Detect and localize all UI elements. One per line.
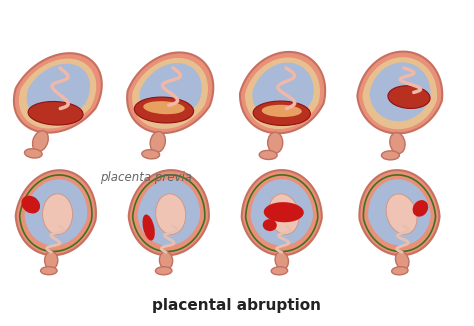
Polygon shape bbox=[14, 53, 102, 133]
Ellipse shape bbox=[33, 131, 48, 152]
Ellipse shape bbox=[388, 86, 430, 109]
Ellipse shape bbox=[143, 215, 155, 241]
Polygon shape bbox=[363, 57, 437, 129]
Ellipse shape bbox=[28, 101, 83, 125]
Polygon shape bbox=[127, 52, 213, 133]
Ellipse shape bbox=[142, 150, 160, 159]
Text: placental abruption: placental abruption bbox=[153, 298, 321, 313]
Polygon shape bbox=[252, 63, 314, 121]
Ellipse shape bbox=[159, 252, 173, 269]
Ellipse shape bbox=[259, 150, 277, 159]
Ellipse shape bbox=[390, 133, 405, 154]
Ellipse shape bbox=[21, 196, 40, 214]
Polygon shape bbox=[25, 179, 87, 245]
Polygon shape bbox=[137, 179, 200, 245]
Ellipse shape bbox=[382, 151, 400, 160]
Polygon shape bbox=[140, 63, 201, 121]
Polygon shape bbox=[19, 59, 96, 128]
Ellipse shape bbox=[262, 105, 302, 117]
Ellipse shape bbox=[253, 101, 310, 126]
Polygon shape bbox=[245, 57, 320, 129]
Ellipse shape bbox=[386, 194, 417, 234]
Ellipse shape bbox=[268, 132, 283, 153]
Ellipse shape bbox=[134, 97, 193, 123]
Ellipse shape bbox=[45, 251, 58, 269]
Polygon shape bbox=[357, 52, 442, 133]
Ellipse shape bbox=[41, 267, 57, 275]
Text: placenta previa: placenta previa bbox=[100, 171, 192, 184]
Polygon shape bbox=[240, 52, 325, 133]
Ellipse shape bbox=[263, 219, 277, 231]
Ellipse shape bbox=[143, 101, 185, 114]
Ellipse shape bbox=[25, 149, 42, 158]
Polygon shape bbox=[370, 62, 430, 121]
Polygon shape bbox=[251, 179, 313, 245]
Polygon shape bbox=[129, 170, 209, 255]
Ellipse shape bbox=[271, 267, 288, 275]
Ellipse shape bbox=[43, 194, 73, 234]
Polygon shape bbox=[368, 179, 431, 245]
Ellipse shape bbox=[412, 200, 428, 217]
Polygon shape bbox=[359, 170, 439, 255]
Ellipse shape bbox=[264, 202, 304, 222]
Ellipse shape bbox=[155, 194, 186, 234]
Ellipse shape bbox=[275, 252, 289, 269]
Ellipse shape bbox=[155, 267, 172, 275]
Polygon shape bbox=[27, 64, 90, 121]
Ellipse shape bbox=[150, 131, 165, 153]
Ellipse shape bbox=[392, 267, 408, 275]
Polygon shape bbox=[242, 170, 322, 255]
Polygon shape bbox=[132, 58, 208, 129]
Ellipse shape bbox=[269, 194, 299, 234]
Ellipse shape bbox=[395, 252, 409, 269]
Polygon shape bbox=[16, 170, 96, 255]
